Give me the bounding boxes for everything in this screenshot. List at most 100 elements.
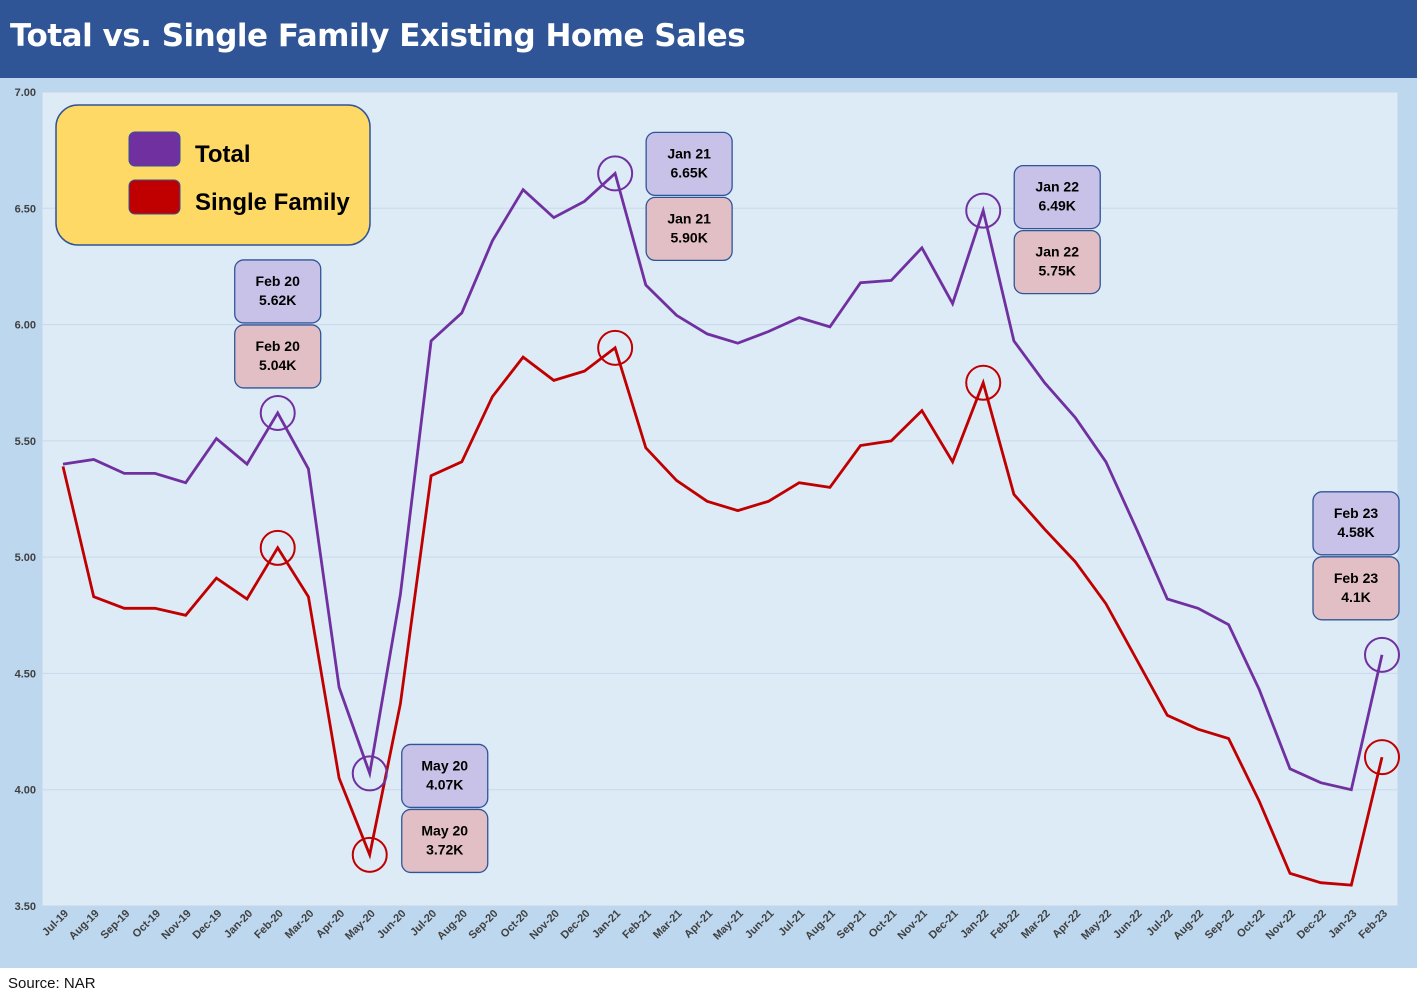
y-tick-label: 4.50 <box>15 668 36 680</box>
legend-label-total: Total <box>195 141 251 168</box>
y-tick-label: 6.50 <box>15 203 36 215</box>
x-tick-label: Nov-22 <box>1264 908 1298 942</box>
callout-single-family-value: 3.72K <box>426 841 463 857</box>
callout-single-family-box <box>1013 229 1101 295</box>
callout-single-family-box <box>401 808 489 874</box>
callout-total-box <box>645 131 733 197</box>
y-tick-label: 5.50 <box>15 436 36 448</box>
callout-single-family-value: 4.1K <box>1341 589 1371 605</box>
y-tick-label: 6.00 <box>15 320 36 332</box>
callout-total-box <box>1013 164 1101 230</box>
x-tick-label: Feb-21 <box>620 908 654 942</box>
callout-total: Jan 21 6.65K <box>645 131 733 197</box>
x-tick-label: Oct-22 <box>1235 908 1268 941</box>
callout-total-box <box>1312 491 1400 556</box>
x-tick-label: Jun-20 <box>375 908 409 942</box>
highlight-circle-single-family <box>1364 739 1400 776</box>
x-tick-label: Sep-20 <box>467 908 501 942</box>
x-tick-label: Dec-20 <box>559 908 593 942</box>
x-tick-label: Apr-21 <box>682 908 715 941</box>
callout-single-family: Feb 23 4.1K <box>1312 556 1400 621</box>
callout-single-family-value: 5.90K <box>670 229 707 245</box>
x-tick-label: Jan-23 <box>1326 908 1359 941</box>
x-tick-label: Oct-21 <box>867 908 900 941</box>
x-tick-label: May-20 <box>343 908 378 943</box>
x-tick-label: Jun-22 <box>1111 908 1145 942</box>
callout-total-box <box>234 259 322 324</box>
callout-single-family-date: Feb 20 <box>256 338 301 354</box>
x-tick-label: Oct-20 <box>499 908 532 941</box>
title-bar: Total vs. Single Family Existing Home Sa… <box>0 0 1417 78</box>
source-note: Source: NAR <box>8 975 96 992</box>
x-tick-label: Apr-22 <box>1050 908 1083 941</box>
callout-total-date: Jan 21 <box>667 145 711 161</box>
callout-total-date: Feb 20 <box>256 273 301 289</box>
callout-single-family-date: Jan 21 <box>667 210 711 226</box>
x-tick-label: Mar-22 <box>1019 908 1053 942</box>
x-tick-label: Jan-20 <box>222 908 255 941</box>
callout-total: Feb 23 4.58K <box>1312 491 1400 556</box>
series-line-total <box>62 170 1384 792</box>
callout-single-family-box <box>1312 556 1400 621</box>
x-tick-label: Oct-19 <box>130 908 163 941</box>
x-tick-label: Aug-21 <box>803 908 838 943</box>
highlight-circle-single-family <box>351 836 388 873</box>
x-tick-label: Dec-21 <box>927 908 961 942</box>
callout-total-date: May 20 <box>421 757 468 773</box>
y-tick-label: 5.00 <box>15 552 36 564</box>
series-line-single-family <box>61 345 1384 887</box>
callout-single-family: Feb 20 5.04K <box>234 324 322 389</box>
callout-single-family-date: Feb 23 <box>1334 570 1379 586</box>
callout-single-family: May 20 3.72K <box>401 808 489 874</box>
x-tick-label: May-22 <box>1079 908 1114 943</box>
chart-title: Total vs. Single Family Existing Home Sa… <box>10 18 746 54</box>
legend: Total Single Family <box>55 104 371 246</box>
y-tick-label: 3.50 <box>15 901 36 913</box>
x-tick-label: Jan-22 <box>958 908 991 941</box>
y-tick-label: 7.00 <box>15 87 36 99</box>
line-chart: 3.504.004.505.005.506.006.507.00 Jul-19A… <box>15 87 1400 943</box>
callout-total: May 20 4.07K <box>401 743 489 809</box>
x-tick-label: Apr-20 <box>314 908 347 941</box>
x-tick-label: Aug-20 <box>435 908 470 943</box>
x-tick-label: Jun-21 <box>743 908 777 942</box>
legend-swatch-single-family <box>128 179 181 215</box>
x-tick-label: Sep-22 <box>1203 908 1237 942</box>
callout-total-value: 4.07K <box>426 776 463 792</box>
callout-single-family-date: May 20 <box>421 822 468 838</box>
x-tick-label: Nov-21 <box>896 908 930 942</box>
callout-single-family-box <box>234 324 322 389</box>
x-tick-label: Sep-21 <box>835 908 869 942</box>
callout-single-family: Jan 21 5.90K <box>645 196 733 262</box>
x-tick-label: Jan-21 <box>590 908 623 941</box>
x-tick-label: Sep-19 <box>98 908 132 942</box>
x-tick-label: Feb-23 <box>1357 908 1391 942</box>
x-tick-label: Nov-19 <box>159 908 193 942</box>
callout-total-date: Jan 22 <box>1035 179 1079 195</box>
callout-single-family-value: 5.75K <box>1039 263 1076 279</box>
y-tick-label: 4.00 <box>15 785 36 797</box>
callout-single-family: Jan 22 5.75K <box>1013 229 1101 295</box>
highlight-circle-total <box>597 155 634 192</box>
callout-total: Jan 22 6.49K <box>1013 164 1101 230</box>
callout-single-family-value: 5.04K <box>259 357 296 373</box>
legend-swatch-total <box>128 131 181 167</box>
x-tick-label: Feb-20 <box>252 908 286 942</box>
callout-total-value: 6.49K <box>1039 198 1076 214</box>
highlight-circle-single-family <box>259 529 296 566</box>
highlight-circle-single-family <box>597 329 634 366</box>
callout-single-family-date: Jan 22 <box>1035 244 1079 260</box>
x-tick-label: Feb-22 <box>988 908 1022 942</box>
callout-single-family-box <box>645 196 733 262</box>
x-tick-label: Dec-19 <box>190 908 224 942</box>
highlight-circle-single-family <box>965 364 1002 401</box>
x-tick-label: Aug-19 <box>67 908 102 943</box>
highlight-circle-total <box>965 192 1002 229</box>
callout-total-value: 5.62K <box>259 292 296 308</box>
chart-area: 3.50 4.00 4.50 5.00 5.50 6.00 6.50 7.00 Jul-19 A… <box>0 78 1417 968</box>
legend-box <box>55 104 371 246</box>
highlight-circle-total <box>1364 636 1400 673</box>
callout-total-date: Feb 23 <box>1334 505 1379 521</box>
highlight-circle-total <box>351 755 388 792</box>
x-tick-label: May-21 <box>711 908 746 943</box>
